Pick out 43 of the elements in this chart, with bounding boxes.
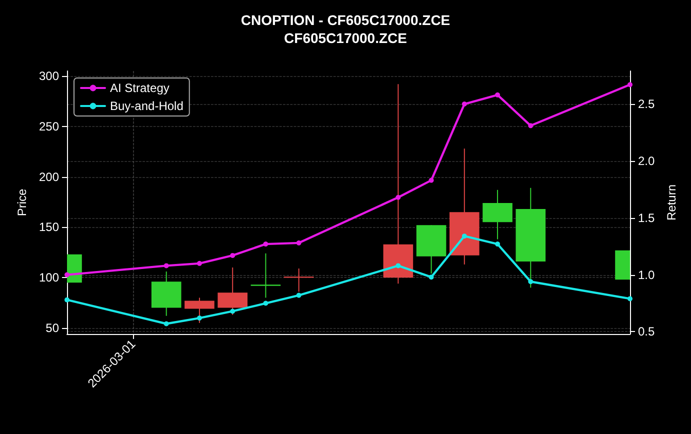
candlestick [250, 252, 281, 298]
chart-subtitle: CF605C17000.ZCE [284, 30, 407, 46]
point [495, 92, 500, 98]
point [64, 272, 70, 278]
point [628, 296, 632, 302]
point [196, 316, 202, 321]
point [528, 123, 534, 128]
point [428, 274, 434, 280]
y-tick-label: 300 [38, 69, 60, 84]
chart-title: CNOPTION - CF605C17000.ZCE [240, 12, 450, 28]
candlestick [284, 268, 314, 292]
point [628, 82, 632, 88]
point [230, 308, 236, 314]
y-tick-label: 250 [38, 119, 60, 134]
point [396, 263, 401, 268]
point [296, 292, 302, 298]
point [296, 240, 302, 246]
point [396, 194, 401, 200]
legend-label: AI Strategy [110, 81, 170, 95]
y2-axis-title: Return [664, 184, 679, 221]
point [428, 178, 434, 183]
y2-tick-label: 0.5 [638, 324, 656, 339]
point [263, 300, 268, 306]
y-axis-title: Price [15, 188, 30, 216]
point [263, 242, 268, 247]
point [164, 263, 169, 268]
y-tick-label: 200 [38, 170, 60, 184]
y2-tick-label: 2.5 [638, 97, 656, 112]
point [528, 279, 534, 284]
point [64, 297, 70, 302]
y2-tick-label: 2.0 [638, 154, 656, 168]
y-tick-label: 100 [38, 270, 60, 285]
point [462, 102, 467, 107]
y2-tick-label: 1.0 [638, 268, 656, 282]
y-tick-label: 150 [38, 220, 60, 234]
point [164, 321, 169, 326]
point [495, 242, 500, 247]
legend-label: Buy-and-Hold [110, 99, 184, 113]
point [196, 260, 202, 266]
point [462, 234, 467, 239]
y-tick-label: 50 [46, 320, 60, 335]
y2-tick-label: 1.5 [638, 210, 656, 225]
point [230, 252, 236, 258]
